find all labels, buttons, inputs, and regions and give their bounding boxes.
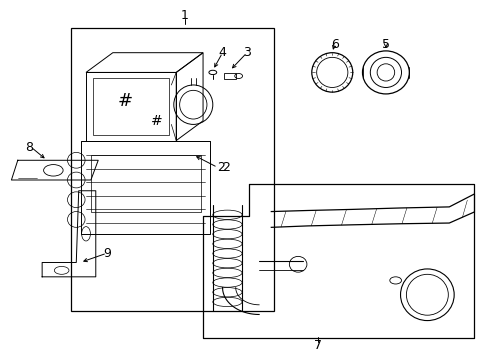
Text: 6: 6: [330, 38, 338, 51]
Bar: [71, 28, 273, 311]
Text: 4: 4: [218, 46, 226, 59]
Text: #: #: [150, 114, 163, 128]
Text: 1: 1: [181, 9, 188, 22]
Bar: [224, 73, 235, 79]
Text: 2: 2: [222, 161, 230, 174]
Text: 3: 3: [243, 46, 250, 59]
Bar: [86, 72, 176, 140]
Text: 8: 8: [25, 140, 33, 153]
Bar: [81, 140, 210, 234]
Text: 5: 5: [381, 38, 389, 51]
Text: 9: 9: [103, 247, 111, 260]
Text: #: #: [117, 92, 132, 110]
Bar: [91, 155, 200, 212]
Text: 7: 7: [313, 339, 321, 352]
Bar: [93, 78, 168, 135]
Text: 2: 2: [217, 161, 224, 174]
